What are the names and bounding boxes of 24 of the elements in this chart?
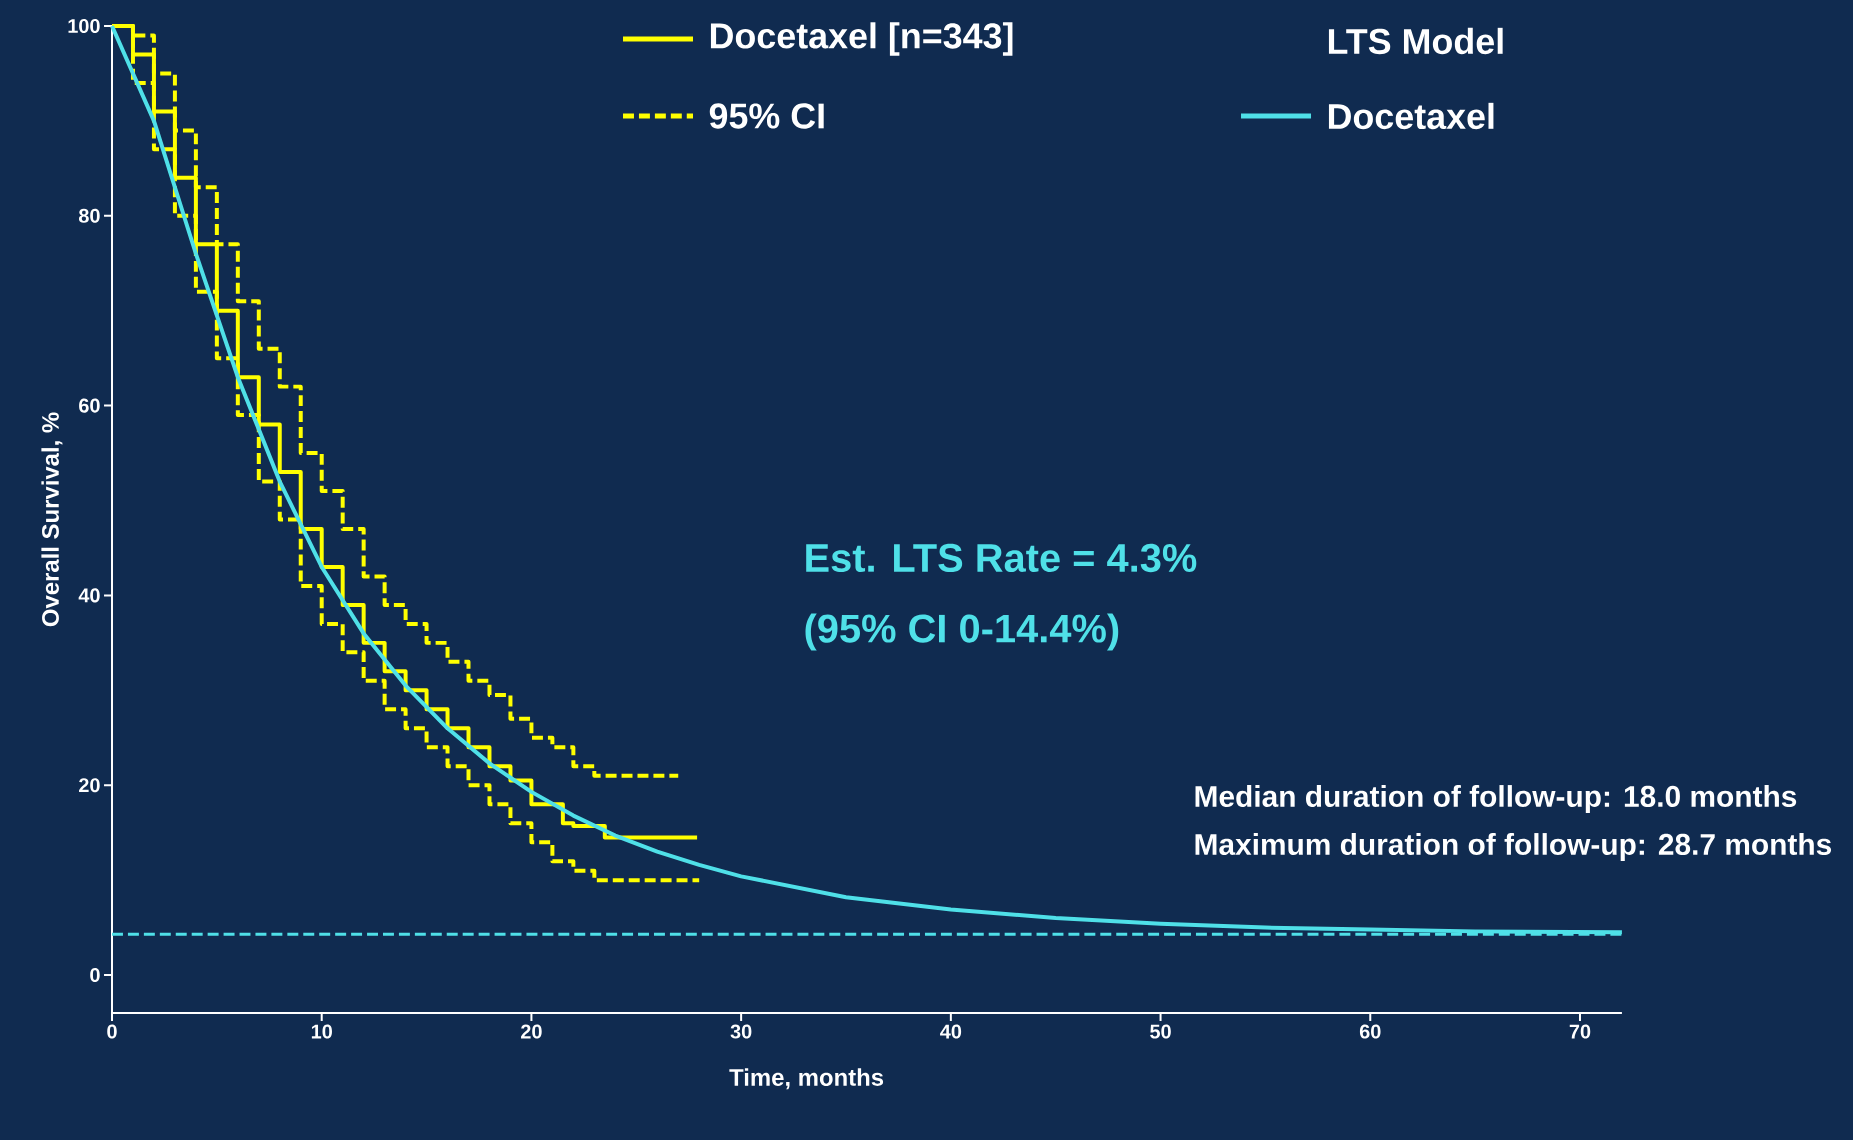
- y-tick-label: 80: [78, 208, 100, 223]
- x-tick-label: 60: [1359, 1024, 1381, 1039]
- x-tick-label: 50: [1150, 1024, 1171, 1039]
- y-tick-label: 40: [78, 588, 100, 603]
- x-tick-label: 10: [311, 1024, 332, 1039]
- y-tick-label: 20: [79, 778, 100, 793]
- annotation: (95% CI 0-14.4%): [805, 613, 1119, 651]
- legend-label: 95% CI: [709, 103, 824, 129]
- annotation: Est. LTS Rate = 4.3%: [806, 543, 1197, 573]
- x-tick-label: 20: [521, 1024, 542, 1039]
- legend-label: Docetaxel [n=343]: [710, 22, 1013, 56]
- x-tick-label: 30: [730, 1024, 752, 1039]
- y-tick-label: 100: [68, 18, 100, 34]
- y-tick-label: 0: [90, 967, 100, 983]
- legend-label: Docetaxel: [1328, 102, 1494, 130]
- annotation: Median duration of follow-up: 18.0 months: [1195, 785, 1797, 813]
- x-tick-label: 70: [1569, 1024, 1591, 1039]
- x-axis-title: Time, months: [729, 1068, 884, 1090]
- x-tick-label: 0: [107, 1024, 117, 1039]
- annotation: Maximum duration of follow-up: 28.7 months: [1195, 833, 1832, 861]
- legend-title: LTS Model: [1328, 27, 1503, 55]
- y-tick-label: 60: [79, 398, 100, 413]
- y-axis-title: Overall Survival, %: [41, 412, 63, 627]
- x-tick-label: 40: [940, 1024, 962, 1039]
